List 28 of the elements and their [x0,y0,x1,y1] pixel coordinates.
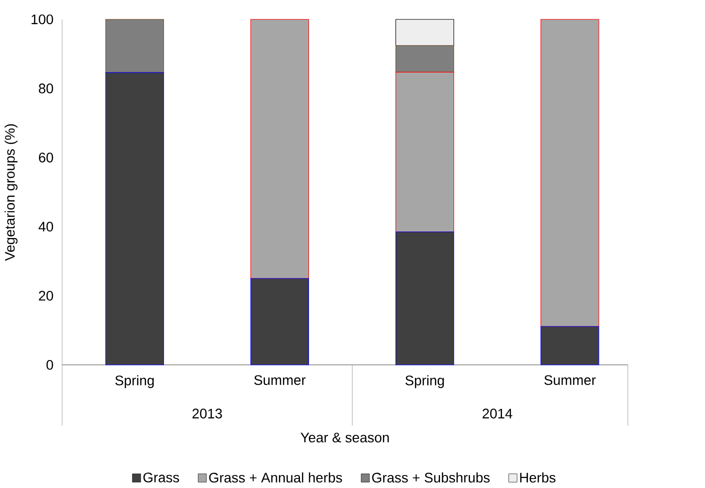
x-tick-label: Spring [115,375,154,388]
text: 2014 [482,408,512,418]
bar [540,18,600,327]
x-tick-label: Summer [254,375,306,385]
legend-label: Herbs [520,472,556,482]
y-tick-label: 60 [38,152,54,162]
bar [250,18,309,279]
bar [105,72,164,366]
y-tick-label: 0 [46,360,54,370]
y-tick-label: 100 [32,14,54,24]
bar [105,18,164,73]
y-tick-label: 80 [38,83,54,94]
bar [395,231,454,366]
bar [395,18,454,46]
y-tick-label: 20 [38,290,54,301]
legend-label: Grass + Subshrubs [372,472,490,482]
legend-label: Grass + Annual herbs [209,472,342,482]
y-axis-title: Vegetarion groups (%) [4,124,18,261]
x-axis-title: Year & season [300,432,389,442]
bar [395,72,454,232]
x-tick-label: Spring [405,375,444,388]
x-tick-label: Summer [544,375,596,385]
text: 2013 [192,408,222,418]
bar [395,45,454,72]
y-tick-label: 40 [38,222,54,232]
legend-label: Grass [143,472,180,482]
bar [540,326,600,366]
bar [250,278,309,366]
